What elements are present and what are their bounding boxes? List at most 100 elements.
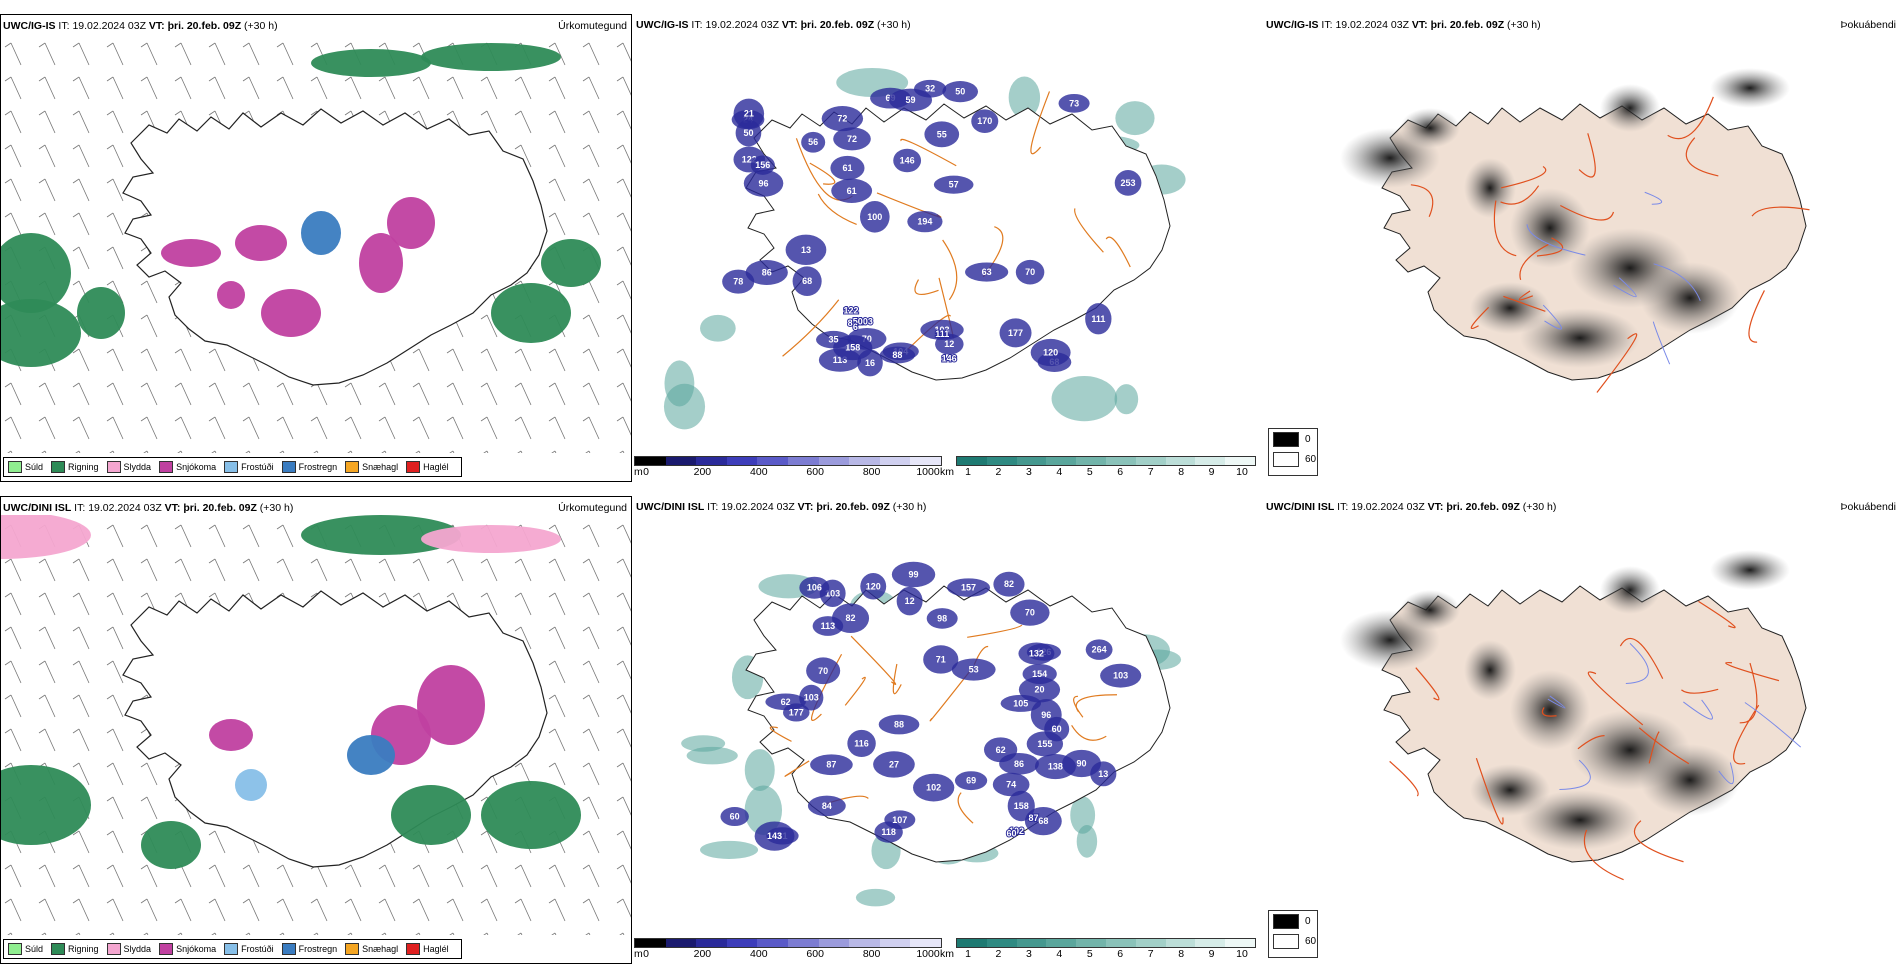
wind-barb <box>106 178 124 202</box>
wind-barb <box>143 932 149 935</box>
wind-barb <box>106 592 124 616</box>
visibility-colorbar-swatches <box>956 938 1256 948</box>
cloudbase-value-label: 56 <box>808 137 818 147</box>
wind-barb <box>4 382 22 406</box>
cloudbase-value-label: 70 <box>862 334 872 344</box>
precip-area <box>359 233 403 293</box>
road-line <box>1733 704 1760 765</box>
it-label: IT: <box>707 501 719 513</box>
wind-barb <box>381 932 387 935</box>
wind-barb <box>548 76 566 100</box>
road-line <box>1583 829 1624 881</box>
precip-area <box>387 197 435 249</box>
road-line <box>1536 237 1564 257</box>
fog-legend-swatch <box>1273 933 1299 949</box>
wind-barb <box>242 898 260 922</box>
low-cloud-area <box>920 319 964 340</box>
wind-barb <box>106 246 124 270</box>
colorbar-tick-label: 6 <box>1117 466 1124 478</box>
colorbar-swatch <box>726 457 758 465</box>
wind-barb <box>276 558 294 582</box>
cloudbase-value-label: 55 <box>937 129 947 139</box>
precip-legend-label: Frostúði <box>241 462 274 472</box>
precip-title: Úrkomutegund <box>558 20 627 32</box>
precip-type-panel: UWC/IG-IS IT: 19.02.2024 03Z VT: þri. 20… <box>0 14 632 482</box>
wind-barb <box>4 592 22 616</box>
colorbar-swatch <box>1046 939 1077 947</box>
cloudbase-colorbar: m 0 200 400 600 800 1000 <box>634 456 942 478</box>
wind-barb <box>72 864 90 888</box>
wind-barb <box>480 348 498 372</box>
wind-barb <box>75 932 81 935</box>
wind-barb <box>4 212 22 236</box>
precip-area <box>491 283 571 343</box>
wind-barb <box>106 144 124 168</box>
precip-legend-item: Snjókoma <box>159 461 216 473</box>
colorbar-swatch <box>1225 457 1255 465</box>
colorbar-swatch <box>818 457 850 465</box>
wind-barb <box>72 212 90 236</box>
river-line <box>1653 263 1701 301</box>
wind-barb <box>378 864 396 888</box>
cloudbase-value-label: 13 <box>801 245 811 255</box>
precip-area <box>77 287 125 339</box>
road-line <box>1648 731 1660 764</box>
wind-barb <box>106 830 124 854</box>
vt-label: VT: <box>1411 19 1428 31</box>
it-value: 19.02.2024 03Z <box>721 501 795 513</box>
wind-barb <box>616 830 631 850</box>
precip-legend: Súld Rigning Slydda Snjókoma Frostúði Frostre… <box>3 939 462 959</box>
wind-barb <box>106 416 124 440</box>
low-cloud-area <box>1018 642 1055 665</box>
wind-barb <box>7 450 13 453</box>
low-visibility-area <box>1115 101 1155 136</box>
cloudbase-value-label: 50 <box>955 87 965 97</box>
it-label: IT: <box>1337 501 1349 513</box>
model-name: UWC/DINI ISL <box>636 501 705 513</box>
visibility-panel-header: UWC/DINI ISL IT: 19.02.2024 03Z VT: þri.… <box>636 500 1262 514</box>
colorbar-swatch <box>696 457 727 465</box>
fog-panel-header: Skyggni UWC/DINI ISL IT: 19.02.2024 03Z … <box>1266 500 1898 514</box>
fog-area <box>1640 744 1740 816</box>
precip-legend-swatch <box>345 461 360 473</box>
wind-barb <box>514 110 532 134</box>
road-line <box>1389 760 1419 797</box>
wind-barb <box>143 450 149 453</box>
cloudbase-value-label: 88 <box>848 318 858 328</box>
wind-barb <box>4 626 22 650</box>
wind-barb <box>140 524 158 548</box>
road-line <box>1518 290 1534 301</box>
wind-barb <box>446 382 464 406</box>
wind-barb <box>619 450 625 453</box>
wind-barb <box>412 76 430 100</box>
cloudbase-value-label: 57 <box>949 180 959 190</box>
wind-barb <box>483 450 489 453</box>
precip-legend-label: Haglél <box>423 462 449 472</box>
wind-barb <box>616 144 631 164</box>
wind-barb <box>174 382 192 406</box>
precip-legend-label: Haglél <box>423 944 449 954</box>
colorbar-swatch <box>696 939 727 947</box>
cloudbase-value-label: 157 <box>961 583 976 593</box>
wind-barb <box>174 76 192 100</box>
wind-barb <box>347 450 353 453</box>
wind-barb <box>616 694 631 714</box>
fog-map <box>1340 550 1807 881</box>
model-name: UWC/IG-IS <box>636 19 689 31</box>
road-line <box>782 299 840 357</box>
model-name: UWC/IG-IS <box>1266 19 1319 31</box>
precip-legend-swatch <box>51 943 66 955</box>
vt-value: þri. 20.feb. 09Z <box>1430 19 1505 31</box>
colorbar-swatch <box>726 939 758 947</box>
cloudbase-value-label: 70 <box>1025 267 1035 277</box>
low-visibility-area <box>1008 76 1041 119</box>
wind-barb <box>378 558 396 582</box>
fog-panel-header: Skyggni UWC/IG-IS IT: 19.02.2024 03Z VT:… <box>1266 18 1898 32</box>
wind-barb <box>548 592 566 616</box>
wind-barb <box>582 558 600 582</box>
precip-area <box>209 719 253 751</box>
wind-barb <box>38 42 56 66</box>
wind-barb <box>582 314 600 338</box>
wind-barb <box>276 76 294 100</box>
wind-barb <box>514 76 532 100</box>
